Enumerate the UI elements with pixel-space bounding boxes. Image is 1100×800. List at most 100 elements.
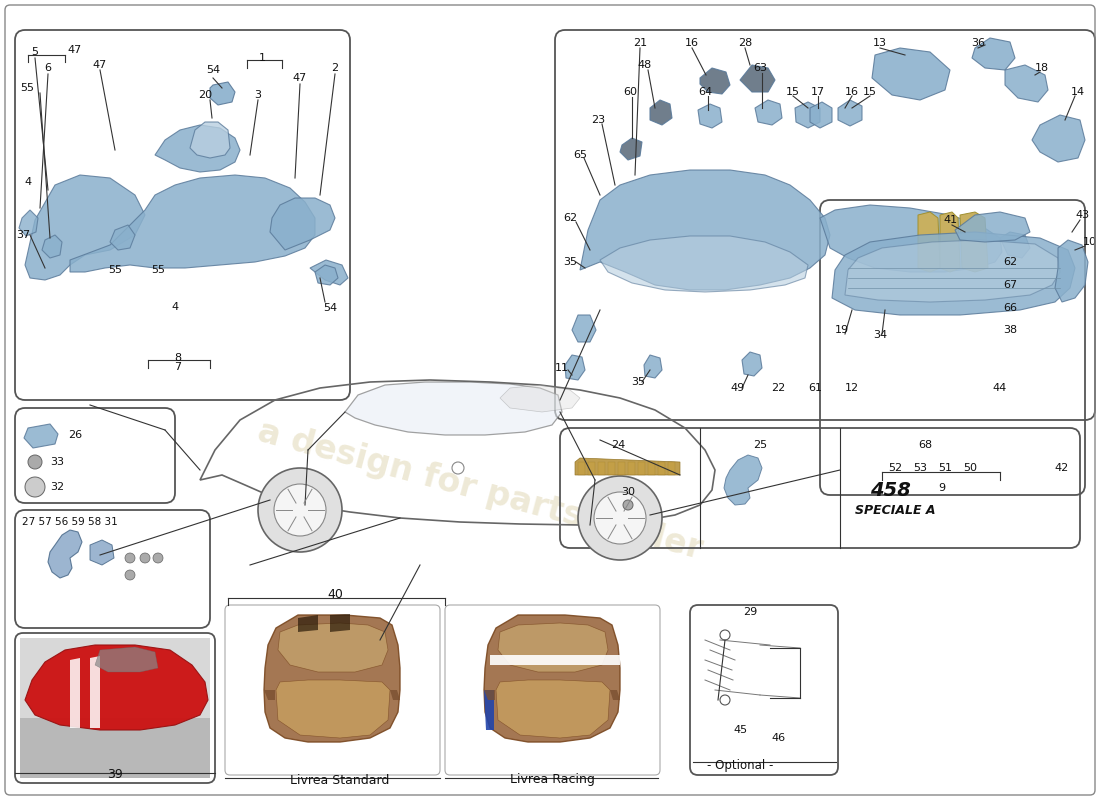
Polygon shape	[644, 355, 662, 378]
Polygon shape	[500, 385, 580, 412]
Text: 35: 35	[563, 257, 578, 267]
Polygon shape	[578, 462, 585, 475]
Text: 458: 458	[870, 481, 911, 499]
Text: 60: 60	[623, 87, 637, 97]
Text: 13: 13	[873, 38, 887, 48]
Text: 61: 61	[808, 383, 822, 393]
Polygon shape	[960, 212, 988, 272]
Polygon shape	[264, 690, 275, 700]
Text: 4: 4	[172, 302, 178, 312]
Polygon shape	[484, 690, 494, 730]
Text: 54: 54	[206, 65, 220, 75]
Text: 47: 47	[92, 60, 107, 70]
Polygon shape	[19, 210, 38, 236]
Polygon shape	[845, 240, 1060, 302]
Polygon shape	[608, 462, 615, 475]
Polygon shape	[588, 462, 595, 475]
Polygon shape	[42, 235, 62, 258]
Text: 7: 7	[175, 362, 182, 372]
Polygon shape	[918, 212, 940, 272]
Polygon shape	[95, 647, 158, 672]
Text: 50: 50	[962, 463, 977, 473]
Polygon shape	[668, 462, 675, 475]
Text: 15: 15	[786, 87, 800, 97]
Text: 68: 68	[917, 440, 932, 450]
Polygon shape	[210, 82, 235, 105]
Polygon shape	[90, 656, 100, 728]
Circle shape	[153, 553, 163, 563]
Text: 47: 47	[293, 73, 307, 83]
Circle shape	[125, 570, 135, 580]
Text: 45: 45	[733, 725, 747, 735]
Text: 29: 29	[742, 607, 757, 617]
Text: 47: 47	[68, 45, 82, 55]
Text: Livrea Standard: Livrea Standard	[290, 774, 389, 786]
Text: 65: 65	[573, 150, 587, 160]
Circle shape	[140, 553, 150, 563]
Polygon shape	[484, 615, 620, 742]
Polygon shape	[832, 232, 1075, 315]
Circle shape	[274, 484, 326, 536]
Circle shape	[125, 553, 135, 563]
Polygon shape	[755, 100, 782, 125]
Polygon shape	[276, 680, 390, 738]
Polygon shape	[940, 212, 960, 272]
Text: 5: 5	[32, 47, 39, 57]
Polygon shape	[90, 540, 114, 565]
Polygon shape	[330, 614, 350, 632]
Text: 48: 48	[638, 60, 652, 70]
Text: 14: 14	[1071, 87, 1085, 97]
Polygon shape	[628, 462, 635, 475]
Text: 40: 40	[327, 589, 343, 602]
Polygon shape	[484, 690, 495, 700]
Text: 11: 11	[556, 363, 569, 373]
Polygon shape	[315, 265, 338, 285]
Text: 38: 38	[1003, 325, 1018, 335]
Text: 10: 10	[1084, 237, 1097, 247]
Text: 51: 51	[938, 463, 952, 473]
Text: 41: 41	[943, 215, 957, 225]
Bar	[20, 638, 210, 778]
Polygon shape	[795, 102, 820, 128]
Text: 67: 67	[1003, 280, 1018, 290]
Text: - Optional -: - Optional -	[707, 758, 773, 771]
Text: 62: 62	[563, 213, 578, 223]
Text: 32: 32	[50, 482, 64, 492]
Text: 36: 36	[971, 38, 984, 48]
Polygon shape	[310, 260, 348, 285]
Polygon shape	[390, 690, 400, 700]
Text: 25: 25	[752, 440, 767, 450]
Polygon shape	[298, 615, 318, 632]
Polygon shape	[638, 462, 645, 475]
Circle shape	[623, 500, 632, 510]
Polygon shape	[70, 658, 80, 728]
Text: 20: 20	[198, 90, 212, 100]
Polygon shape	[264, 615, 400, 742]
Text: 18: 18	[1035, 63, 1049, 73]
Text: 53: 53	[913, 463, 927, 473]
Text: 52: 52	[888, 463, 902, 473]
Polygon shape	[700, 68, 730, 94]
Text: 19: 19	[835, 325, 849, 335]
Text: 24: 24	[610, 440, 625, 450]
Bar	[20, 638, 210, 718]
Text: 15: 15	[864, 87, 877, 97]
Polygon shape	[972, 38, 1015, 70]
Polygon shape	[1000, 232, 1030, 258]
Text: 63: 63	[754, 63, 767, 73]
Text: 9: 9	[938, 483, 946, 493]
Polygon shape	[1005, 65, 1048, 102]
Text: 33: 33	[50, 457, 64, 467]
Text: 23: 23	[591, 115, 605, 125]
Polygon shape	[48, 530, 82, 578]
Text: 1: 1	[258, 53, 265, 63]
Text: SPECIALE A: SPECIALE A	[855, 503, 935, 517]
Text: 4: 4	[24, 177, 32, 187]
Text: 39: 39	[107, 769, 123, 782]
Text: 17: 17	[811, 87, 825, 97]
Polygon shape	[190, 122, 230, 158]
Text: 46: 46	[771, 733, 785, 743]
Text: 55: 55	[20, 83, 34, 93]
Polygon shape	[658, 462, 666, 475]
Text: 12: 12	[845, 383, 859, 393]
